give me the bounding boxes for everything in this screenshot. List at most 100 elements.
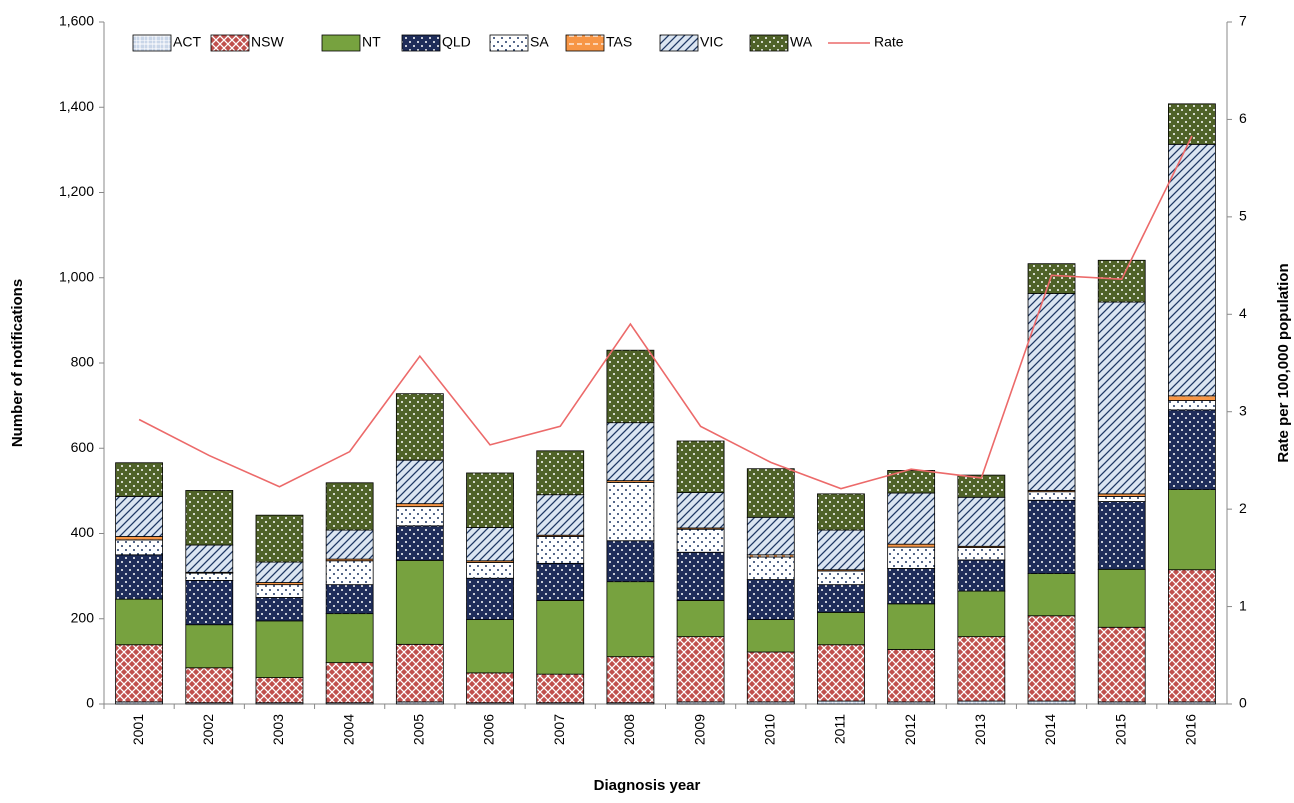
bar-segment <box>1097 501 1146 570</box>
rate-line <box>138 135 1193 490</box>
x-tick-label: 2014 <box>1042 714 1058 745</box>
y2-tick-label: 3 <box>1239 402 1247 418</box>
bar-segment <box>957 496 1006 547</box>
bar-segment <box>1027 573 1076 617</box>
bar-segment <box>1168 395 1216 401</box>
legend-swatch <box>489 34 529 52</box>
bar-segment <box>325 613 374 664</box>
bar-segment <box>676 528 725 553</box>
bar-segment <box>325 482 374 531</box>
bar-segment <box>255 561 304 583</box>
bar-segment <box>115 462 163 497</box>
x-tick-label: 2011 <box>832 714 848 744</box>
bar-segment <box>746 579 795 621</box>
legend-label: Rate <box>874 34 904 50</box>
bar-segment <box>255 584 304 598</box>
bar-segment <box>1097 259 1146 303</box>
bar-segment <box>325 584 374 615</box>
x-tick-label: 2016 <box>1183 714 1199 745</box>
bar-segment <box>466 472 514 528</box>
bar-segment <box>466 619 514 674</box>
bar-segment <box>1027 499 1076 574</box>
legend-swatch <box>749 34 789 52</box>
bar-segment <box>185 624 234 669</box>
bar-segment <box>1027 293 1076 491</box>
bar-segment <box>185 490 234 546</box>
bar-segment <box>185 572 234 581</box>
bar-segment <box>676 440 725 493</box>
x-tick-label: 2003 <box>270 714 286 745</box>
legend-swatch <box>659 34 699 52</box>
x-axis-label: Diagnosis year <box>594 777 701 794</box>
bar-segment <box>957 590 1006 638</box>
bar-segment <box>1168 489 1216 571</box>
legend-label: TAS <box>606 34 632 50</box>
bar-segment <box>887 543 936 548</box>
y-tick-label: 1,000 <box>59 268 94 284</box>
bar-segment <box>325 529 374 560</box>
bar-segment <box>466 672 514 704</box>
bar-segment <box>1027 615 1076 702</box>
y2-tick-label: 5 <box>1239 208 1247 224</box>
bar-segment <box>957 636 1006 702</box>
bar-segment <box>1097 301 1146 495</box>
bar-segment <box>536 600 585 675</box>
bar-segment <box>1168 569 1216 703</box>
bar-segment <box>536 450 585 496</box>
y-tick-label: 400 <box>71 524 95 540</box>
y-tick-label: 800 <box>71 354 95 370</box>
bar-segment <box>676 636 725 703</box>
bar-segment <box>115 496 163 537</box>
y2-tick-label: 2 <box>1239 500 1247 516</box>
y-tick-label: 1,200 <box>59 183 94 199</box>
bar-segment <box>746 468 795 518</box>
bar-segment <box>676 600 725 638</box>
x-tick-label: 2008 <box>621 714 637 745</box>
legend-label: SA <box>530 34 549 50</box>
legend-swatch <box>132 34 172 52</box>
bar-segment <box>115 539 163 556</box>
bar-segment <box>676 551 725 601</box>
bar-segment <box>676 492 725 529</box>
y-tick-label: 600 <box>71 439 95 455</box>
y-tick-label: 1,600 <box>59 13 94 29</box>
y2-tick-label: 7 <box>1239 13 1247 29</box>
bar-segment <box>255 677 304 704</box>
bar-segment <box>817 529 865 571</box>
legend-label: NT <box>362 34 381 50</box>
bar-segment <box>887 546 936 569</box>
bar-segment <box>255 514 304 563</box>
bar-segment <box>466 562 514 579</box>
bar-segment <box>746 516 795 556</box>
bar-segment <box>1027 700 1076 705</box>
bar-segment <box>536 494 585 536</box>
bar-segment <box>1027 491 1076 501</box>
bar-segment <box>957 700 1006 705</box>
legend-swatch <box>401 34 441 52</box>
bar-segment <box>395 559 444 645</box>
bar-segment <box>957 559 1006 592</box>
bar-segment <box>536 536 585 564</box>
bar-segment <box>1168 409 1216 490</box>
bar-segment <box>817 584 865 613</box>
y-tick-label: 1,400 <box>59 98 94 114</box>
bar-segment <box>115 536 163 541</box>
x-tick-label: 2012 <box>902 714 918 745</box>
legend-label: NSW <box>251 34 284 50</box>
bar-segment <box>817 570 865 586</box>
bar-segment <box>606 481 655 542</box>
bar-segment <box>887 649 936 703</box>
bar-segment <box>1097 496 1146 502</box>
legend-label: QLD <box>442 34 471 50</box>
y2-tick-label: 6 <box>1239 110 1247 126</box>
bar-segment <box>606 422 655 482</box>
x-tick-label: 2009 <box>691 714 707 745</box>
bar-segment <box>817 700 865 705</box>
x-tick-label: 2007 <box>551 714 567 745</box>
x-tick-label: 2001 <box>130 714 146 745</box>
x-tick-label: 2010 <box>761 714 777 745</box>
bar-segment <box>395 506 444 527</box>
legend-swatch <box>565 34 605 52</box>
bar-segment <box>466 577 514 621</box>
